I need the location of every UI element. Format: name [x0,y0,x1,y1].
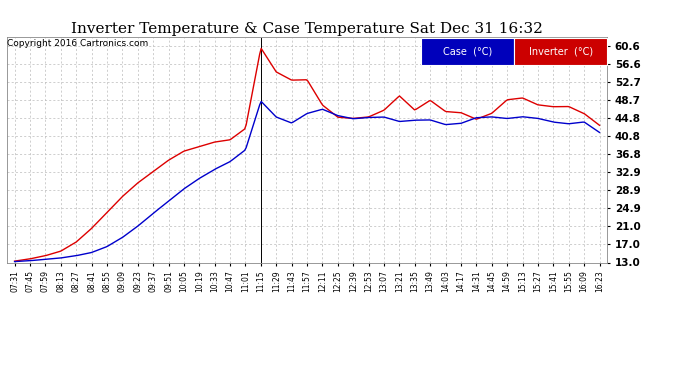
Text: Inverter  (°C): Inverter (°C) [529,46,593,56]
Title: Inverter Temperature & Case Temperature Sat Dec 31 16:32: Inverter Temperature & Case Temperature … [71,22,543,36]
Text: Copyright 2016 Cartronics.com: Copyright 2016 Cartronics.com [7,39,148,48]
Text: Case  (°C): Case (°C) [443,46,492,56]
